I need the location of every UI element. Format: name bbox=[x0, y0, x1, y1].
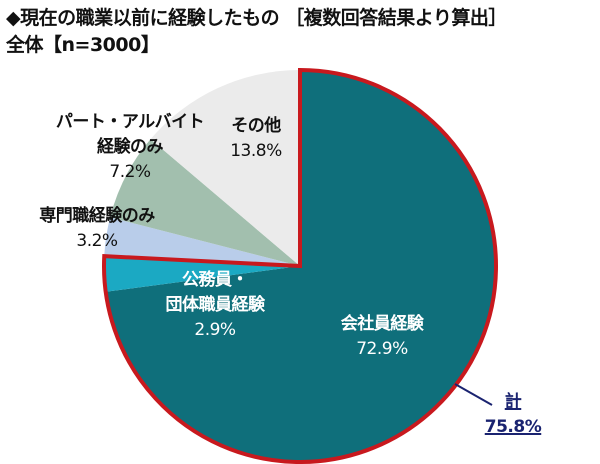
slice-parttime bbox=[110, 139, 300, 266]
chart-subtitle: 全体【n=3000】 bbox=[6, 34, 160, 56]
label-total: 計 75.8% bbox=[478, 390, 548, 440]
label-public-name2: 団体職員経験 bbox=[165, 295, 266, 315]
label-parttime-name1: パート・アルバイト bbox=[55, 112, 205, 132]
label-other-pct: 13.8% bbox=[230, 141, 282, 161]
label-other-name: その他 bbox=[231, 116, 281, 136]
label-public: 公務員・ 団体職員経験 2.9% bbox=[150, 268, 280, 343]
label-company-pct: 72.9% bbox=[356, 339, 408, 359]
slice-specialist bbox=[104, 217, 300, 266]
chart-title: ◆現在の職業以前に経験したもの ［複数回答結果より算出］ bbox=[6, 7, 507, 29]
label-specialist: 専門職経験のみ 3.2% bbox=[22, 204, 172, 254]
label-parttime: パート・アルバイト 経験のみ 7.2% bbox=[30, 110, 230, 185]
label-specialist-name: 専門職経験のみ bbox=[39, 206, 155, 226]
label-parttime-name2: 経験のみ bbox=[97, 137, 164, 157]
label-total-name: 計 bbox=[504, 392, 522, 412]
total-leader-line bbox=[454, 383, 493, 406]
label-company-name: 会社員経験 bbox=[340, 314, 424, 334]
label-total-pct: 75.8% bbox=[484, 417, 542, 437]
label-specialist-pct: 3.2% bbox=[76, 231, 118, 251]
label-company: 会社員経験 72.9% bbox=[322, 312, 442, 362]
label-public-name1: 公務員・ bbox=[182, 270, 249, 290]
label-public-pct: 2.9% bbox=[194, 320, 236, 340]
label-parttime-pct: 7.2% bbox=[109, 162, 151, 182]
label-other: その他 13.8% bbox=[216, 114, 296, 164]
total-highlight-outline bbox=[102, 67, 498, 464]
slice-other bbox=[150, 69, 300, 266]
